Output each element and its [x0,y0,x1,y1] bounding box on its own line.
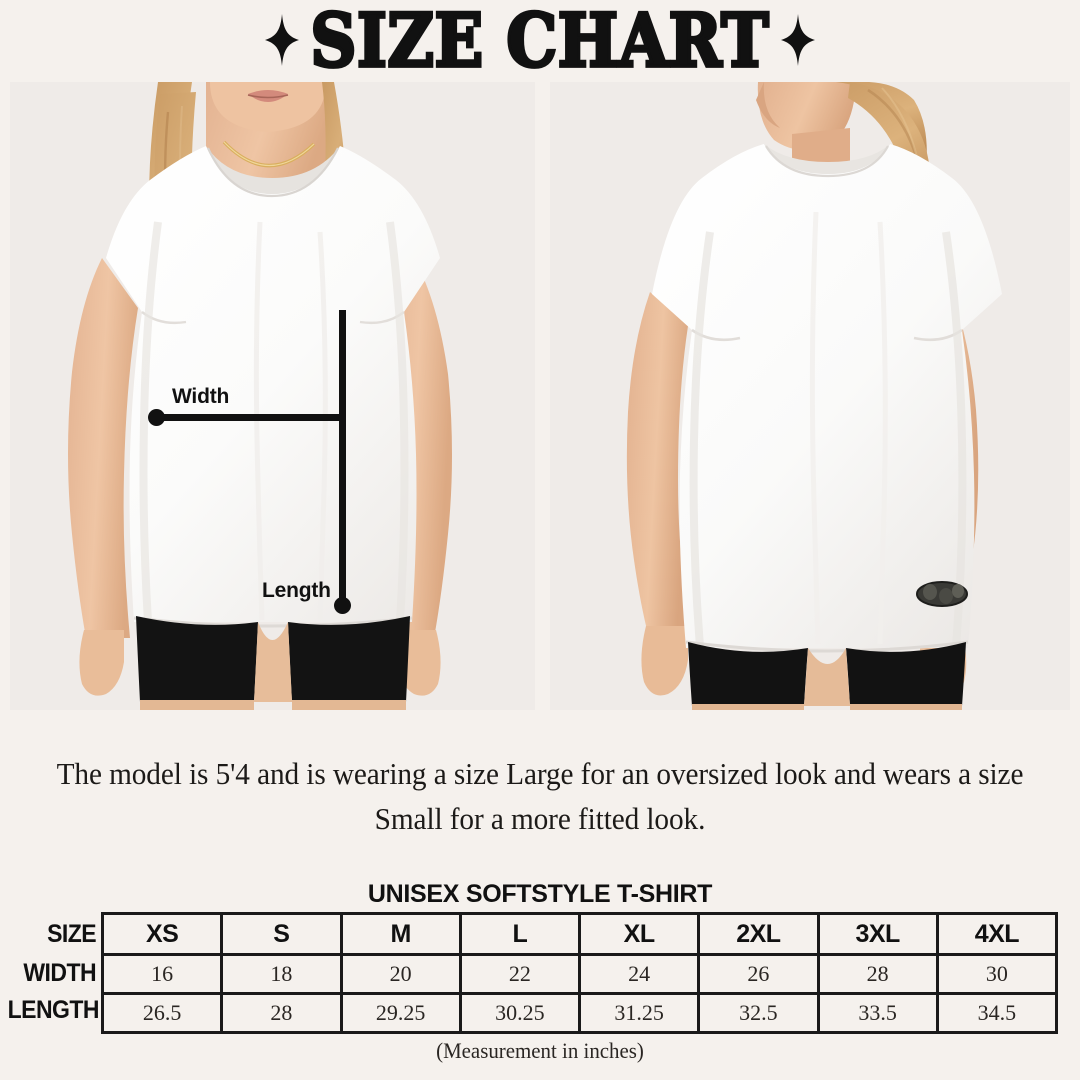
size-cell-m: M [339,912,462,956]
model-back-illustration [550,82,1070,710]
model-front-illustration [10,82,535,710]
table-row-width: 16 18 20 22 24 26 28 30 [100,953,1059,995]
width-cell-m: 20 [339,953,462,995]
size-cell-4xl: 4XL [935,912,1059,956]
model-front-photo [10,82,535,710]
size-cell-xl: XL [577,912,701,956]
width-cell-4xl: 30 [935,953,1059,995]
table-row-length: 26.5 28 29.25 30.25 31.25 32.5 33.5 34.5 [100,992,1059,1034]
size-table-section: SIZE WIDTH LENGTH XS S M L XL 2XL 3XL 4X… [0,912,1080,1034]
width-cell-2xl: 26 [697,953,820,995]
row-label-size: SIZE [47,920,96,948]
size-cell-3xl: 3XL [816,912,939,956]
table-heading: UNISEX SOFTSTYLE T-SHIRT [367,880,713,908]
size-cell-2xl: 2XL [697,912,820,956]
length-cell-3xl: 33.5 [816,992,939,1034]
length-cell-s: 28 [220,992,343,1034]
length-cell-xs: 26.5 [100,992,224,1034]
length-cell-2xl: 32.5 [697,992,820,1034]
model-back-photo [550,82,1070,710]
width-cell-s: 18 [220,953,343,995]
wrist-scrunchie [916,581,968,607]
width-cell-3xl: 28 [816,953,939,995]
size-cell-xs: XS [100,912,224,956]
measurement-unit-note: (Measurement in inches) [436,1038,644,1063]
width-cell-xl: 24 [577,953,701,995]
length-cell-l: 30.25 [458,992,582,1034]
table-row-sizes: XS S M L XL 2XL 3XL 4XL [100,912,1059,956]
model-description: The model is 5'4 and is wearing a size L… [56,757,1024,837]
row-label-length: LENGTH [7,996,100,1024]
length-cell-m: 29.25 [339,992,462,1034]
size-cell-s: S [220,912,343,956]
sparkle-icon-right [780,14,815,66]
page-title: SIZE CHART [309,0,771,84]
size-cell-l: L [458,912,582,956]
size-table: XS S M L XL 2XL 3XL 4XL 16 18 20 22 24 2… [100,912,1059,1034]
length-cell-4xl: 34.5 [935,992,1059,1034]
row-label-width: WIDTH [23,959,96,987]
length-cell-xl: 31.25 [577,992,701,1034]
page-header: SIZE CHART [0,0,1080,80]
width-cell-xs: 16 [100,953,224,995]
width-cell-l: 22 [458,953,582,995]
sparkle-icon-left [265,14,300,66]
